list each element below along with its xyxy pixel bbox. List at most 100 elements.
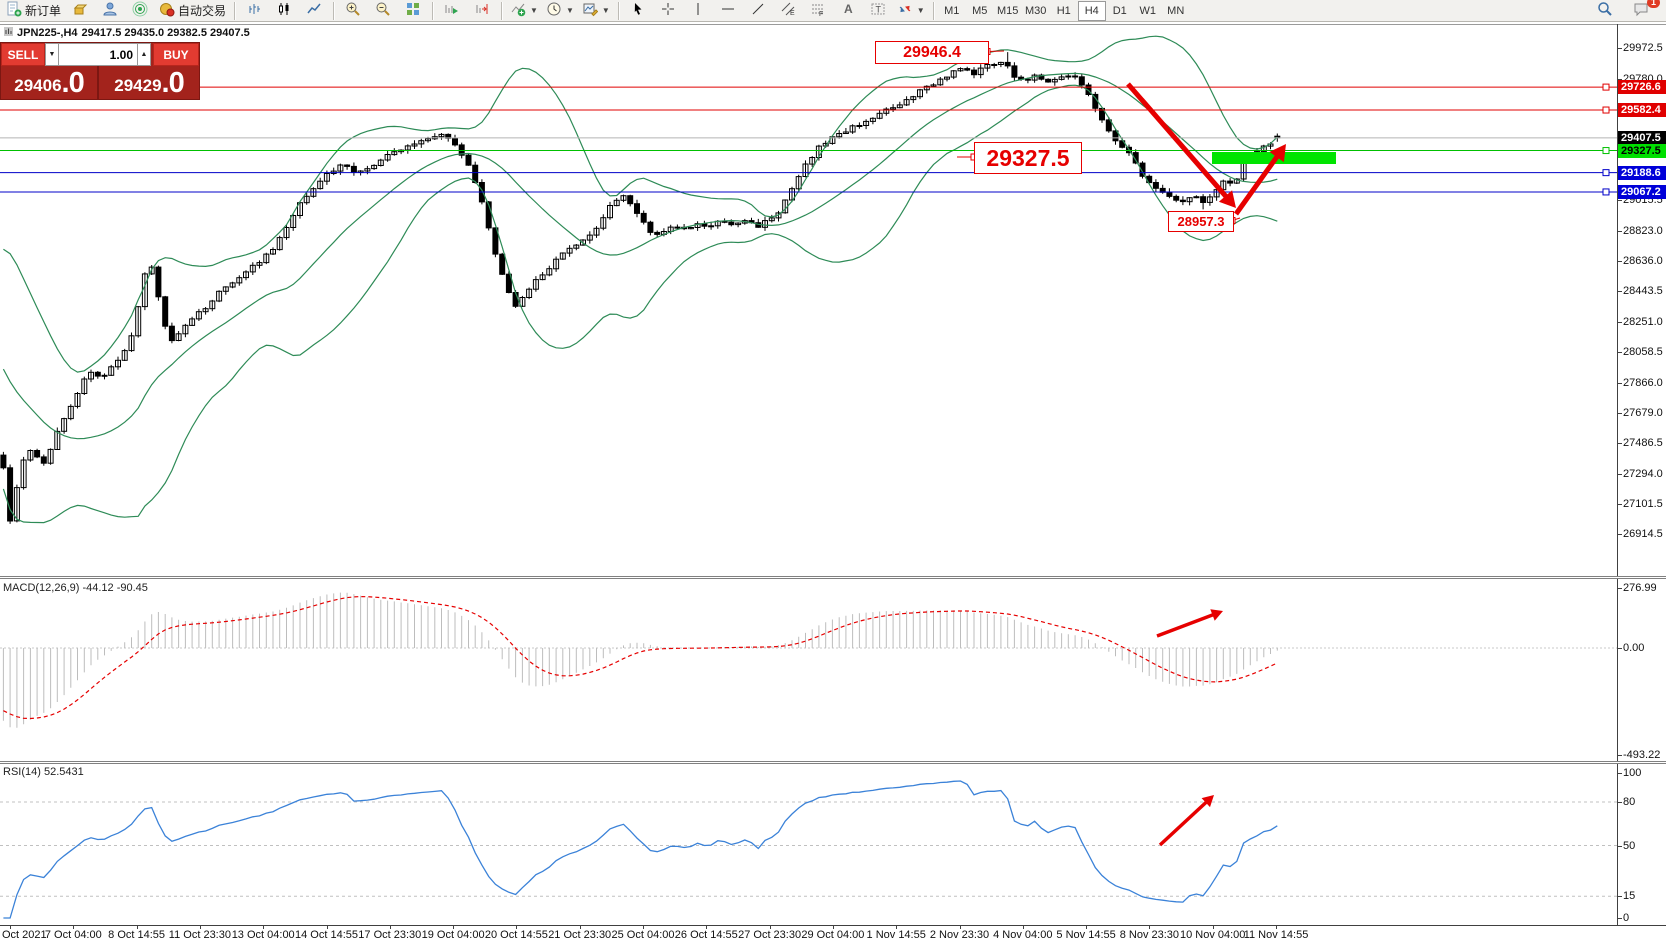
line-chart-icon bbox=[306, 1, 322, 20]
x-axis-label: 21 Oct 23:30 bbox=[548, 929, 612, 940]
trendline-tool-button[interactable] bbox=[743, 0, 773, 22]
timeframe-m15[interactable]: M15 bbox=[997, 4, 1019, 17]
cursor-tool-button[interactable] bbox=[623, 0, 653, 22]
auto-trading-label: 自动交易 bbox=[178, 4, 227, 18]
volume-increase-button[interactable]: ▲ bbox=[137, 43, 151, 66]
x-axis-tick bbox=[706, 925, 708, 929]
equidistant-channel-icon: E bbox=[780, 1, 796, 20]
new-order-button[interactable]: 新订单 bbox=[2, 0, 65, 22]
x-axis-label: 2 Nov 23:30 bbox=[929, 929, 990, 940]
x-axis-label: 19 Oct 04:00 bbox=[421, 929, 485, 940]
community-button[interactable] bbox=[95, 0, 125, 22]
macd-axis-tick bbox=[1617, 587, 1622, 589]
zoom-out-button[interactable] bbox=[368, 0, 398, 22]
fibonacci-icon: F bbox=[810, 1, 826, 20]
horizontal-line-tool-button[interactable] bbox=[713, 0, 743, 22]
timeframe-h1[interactable]: H1 bbox=[1056, 4, 1071, 17]
y-axis-tick-mark bbox=[1617, 321, 1622, 323]
text-label-tool-button[interactable]: T bbox=[863, 0, 893, 22]
pane-splitter[interactable] bbox=[0, 576, 1666, 579]
horizontal-line-icon bbox=[720, 1, 736, 20]
x-axis-tick bbox=[263, 925, 265, 929]
level-handle bbox=[1602, 188, 1610, 196]
chevron-down-icon: ▼ bbox=[565, 6, 574, 15]
x-axis-tick bbox=[199, 925, 201, 929]
x-axis-tick bbox=[896, 925, 898, 929]
text-tool-button[interactable]: A bbox=[833, 0, 863, 22]
x-axis-tick bbox=[136, 925, 138, 929]
buy-button[interactable]: BUY bbox=[153, 43, 199, 66]
bar-chart-button[interactable] bbox=[239, 0, 269, 22]
buy-price-display: 29429.0 bbox=[99, 66, 199, 99]
y-axis-tick-mark bbox=[1617, 260, 1622, 262]
candlestick-button[interactable] bbox=[269, 0, 299, 22]
fibonacci-tool-button[interactable]: F bbox=[803, 0, 833, 22]
sell-price-display: 29406.0 bbox=[1, 66, 99, 99]
timeframe-m5[interactable]: M5 bbox=[972, 4, 988, 17]
market-button[interactable] bbox=[65, 0, 95, 22]
rsi-axis-tick bbox=[1617, 896, 1622, 898]
price-level-label: 29067.2 bbox=[1618, 184, 1666, 199]
y-axis-tick-label: 27101.5 bbox=[1623, 498, 1663, 511]
level-handle bbox=[1602, 106, 1610, 114]
x-axis-label: 11 Nov 14:55 bbox=[1243, 929, 1309, 940]
chevron-down-icon: ▼ bbox=[916, 6, 925, 15]
candlestick-icon bbox=[276, 1, 292, 20]
zoom-in-icon bbox=[345, 1, 361, 20]
templates-button[interactable]: ▼ bbox=[578, 0, 614, 22]
timeframe-w1[interactable]: W1 bbox=[1139, 4, 1156, 17]
y-axis-tick-mark bbox=[1617, 78, 1622, 80]
line-chart-button[interactable] bbox=[299, 0, 329, 22]
y-axis-tick-mark bbox=[1617, 291, 1622, 293]
rsi-axis-label: 100 bbox=[1623, 767, 1642, 779]
auto-trading-button[interactable]: 自动交易 bbox=[155, 0, 230, 22]
search-button[interactable] bbox=[1590, 0, 1620, 22]
vertical-line-tool-button[interactable] bbox=[683, 0, 713, 22]
x-axis-label: 7 Oct 04:00 bbox=[44, 929, 102, 940]
y-axis-tick-label: 28251.0 bbox=[1623, 315, 1663, 328]
price-level-label: 29726.6 bbox=[1618, 80, 1666, 95]
templates-icon bbox=[582, 1, 599, 20]
timeframe-h4[interactable]: H4 bbox=[1077, 0, 1106, 21]
toolbar-separator bbox=[501, 1, 503, 20]
volume-decrease-button[interactable]: ▼ bbox=[45, 43, 59, 66]
timeframe-m30[interactable]: M30 bbox=[1025, 4, 1047, 17]
chart-shift-button[interactable] bbox=[467, 0, 497, 22]
y-axis-tick-mark bbox=[1617, 48, 1622, 49]
x-axis-label: Oct 2021 bbox=[2, 929, 47, 940]
symbol-period-label: JPN225-,H4 bbox=[17, 27, 78, 39]
timeframe-mn[interactable]: MN bbox=[1167, 4, 1185, 17]
auto-scroll-icon bbox=[444, 1, 460, 20]
rsi-readout: RSI(14) 52.5431 bbox=[3, 766, 84, 778]
auto-scroll-button[interactable] bbox=[437, 0, 467, 22]
window-border bbox=[0, 24, 1666, 25]
rsi-line bbox=[3, 780, 1278, 919]
sell-button[interactable]: SELL bbox=[1, 43, 45, 66]
tile-windows-button[interactable] bbox=[398, 0, 428, 22]
y-axis-tick-mark bbox=[1617, 443, 1622, 445]
indicators-button[interactable]: ▼ bbox=[506, 0, 542, 22]
text-label-icon: T bbox=[870, 1, 886, 20]
macd-layer bbox=[0, 592, 1617, 728]
x-axis-label: 5 Nov 14:55 bbox=[1056, 929, 1116, 940]
zoom-in-button[interactable] bbox=[338, 0, 368, 22]
svg-text:A: A bbox=[844, 2, 853, 16]
timeframe-d1[interactable]: D1 bbox=[1112, 4, 1127, 17]
pane-splitter[interactable] bbox=[0, 761, 1666, 764]
chart-icon bbox=[4, 27, 13, 39]
periods-button[interactable]: ▼ bbox=[542, 0, 578, 22]
search-icon bbox=[1597, 1, 1613, 20]
trend-arrow-shaft bbox=[1158, 799, 1209, 847]
volume-input[interactable] bbox=[59, 43, 137, 66]
channel-tool-button[interactable]: E bbox=[773, 0, 803, 22]
arrows-tool-button[interactable]: ▼ bbox=[893, 0, 929, 22]
crosshair-tool-button[interactable] bbox=[653, 0, 683, 22]
tile-windows-icon bbox=[405, 1, 421, 20]
signals-button[interactable] bbox=[125, 0, 155, 22]
timeframe-m1[interactable]: M1 bbox=[944, 4, 960, 17]
notifications-button[interactable]: 1 bbox=[1626, 0, 1660, 22]
price-axis-border bbox=[1617, 24, 1618, 926]
chart-shift-icon bbox=[474, 1, 490, 20]
periods-icon bbox=[546, 1, 562, 20]
